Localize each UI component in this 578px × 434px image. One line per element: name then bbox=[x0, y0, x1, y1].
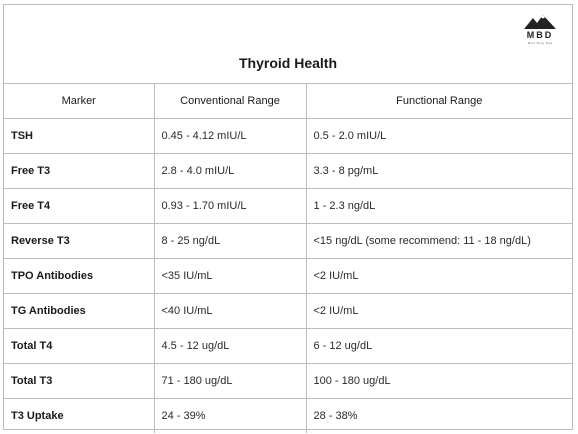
functional-range-cell: <15 ng/dL (some recommend: 11 - 18 ng/dL… bbox=[305, 223, 572, 259]
logo-text: MBD bbox=[526, 30, 554, 40]
table-frame: MBD Mind Body Dad Thyroid Health Marker … bbox=[3, 4, 573, 433]
conventional-range-cell: 71 - 180 ug/dL bbox=[153, 363, 306, 399]
functional-range-cell: <2 IU/mL bbox=[305, 293, 572, 329]
table-row: Reverse T3 8 - 25 ng/dL <15 ng/dL (some … bbox=[4, 223, 572, 259]
table-row: Free T3 2.8 - 4.0 mIU/L 3.3 - 8 pg/mL bbox=[4, 153, 572, 189]
column-header-functional: Functional Range bbox=[305, 83, 572, 119]
functional-range-cell: 0.5 - 2.0 mIU/L bbox=[305, 118, 572, 154]
table-row: Total T3 71 - 180 ug/dL 100 - 180 ug/dL bbox=[4, 363, 572, 399]
marker-cell: Total T4 bbox=[4, 328, 154, 364]
table-row: TPO Antibodies <35 IU/mL <2 IU/mL bbox=[4, 258, 572, 294]
functional-range-cell: 3.3 - 8 pg/mL bbox=[305, 153, 572, 189]
conventional-range-cell: 2.8 - 4.0 mIU/L bbox=[153, 153, 306, 189]
functional-range-cell: 1 - 2.3 ng/dL bbox=[305, 188, 572, 224]
brand-logo: MBD Mind Body Dad bbox=[520, 15, 560, 47]
logo-subtext: Mind Body Dad bbox=[527, 41, 553, 45]
conventional-range-cell: 8 - 25 ng/dL bbox=[153, 223, 306, 259]
page-title: Thyroid Health bbox=[238, 55, 337, 71]
functional-range-cell: 6 - 12 ug/dL bbox=[305, 328, 572, 364]
table-row: Total T4 4.5 - 12 ug/dL 6 - 12 ug/dL bbox=[4, 328, 572, 364]
conventional-range-cell: 0.93 - 1.70 mIU/L bbox=[153, 188, 306, 224]
table-header-row: Marker Conventional Range Functional Ran… bbox=[4, 83, 572, 119]
functional-range-cell: 100 - 180 ug/dL bbox=[305, 363, 572, 399]
functional-range-cell: <2 IU/mL bbox=[305, 258, 572, 294]
marker-cell: Free T3 bbox=[4, 153, 154, 189]
marker-cell: TSH bbox=[4, 118, 154, 154]
marker-cell: TG Antibodies bbox=[4, 293, 154, 329]
thyroid-ranges-table: Marker Conventional Range Functional Ran… bbox=[4, 83, 572, 433]
conventional-range-cell: 4.5 - 12 ug/dL bbox=[153, 328, 306, 364]
mountain-icon bbox=[524, 15, 556, 29]
column-header-marker: Marker bbox=[61, 94, 96, 107]
conventional-range-cell: 24 - 39% bbox=[153, 398, 306, 433]
table-row: Free T4 0.93 - 1.70 mIU/L 1 - 2.3 ng/dL bbox=[4, 188, 572, 224]
marker-cell: Reverse T3 bbox=[4, 223, 154, 259]
table-row: TSH 0.45 - 4.12 mIU/L 0.5 - 2.0 mIU/L bbox=[4, 118, 572, 154]
table-row: T3 Uptake 24 - 39% 28 - 38% bbox=[4, 398, 572, 433]
table-header: MBD Mind Body Dad Thyroid Health bbox=[4, 5, 572, 84]
marker-cell: TPO Antibodies bbox=[4, 258, 154, 294]
marker-cell: Total T3 bbox=[4, 363, 154, 399]
column-header-conventional: Conventional Range bbox=[153, 83, 306, 119]
conventional-range-cell: <40 IU/mL bbox=[153, 293, 306, 329]
functional-range-cell: 28 - 38% bbox=[305, 398, 572, 433]
table-row: TG Antibodies <40 IU/mL <2 IU/mL bbox=[4, 293, 572, 329]
marker-cell: Free T4 bbox=[4, 188, 154, 224]
conventional-range-cell: 0.45 - 4.12 mIU/L bbox=[153, 118, 306, 154]
marker-cell: T3 Uptake bbox=[4, 398, 154, 433]
conventional-range-cell: <35 IU/mL bbox=[153, 258, 306, 294]
